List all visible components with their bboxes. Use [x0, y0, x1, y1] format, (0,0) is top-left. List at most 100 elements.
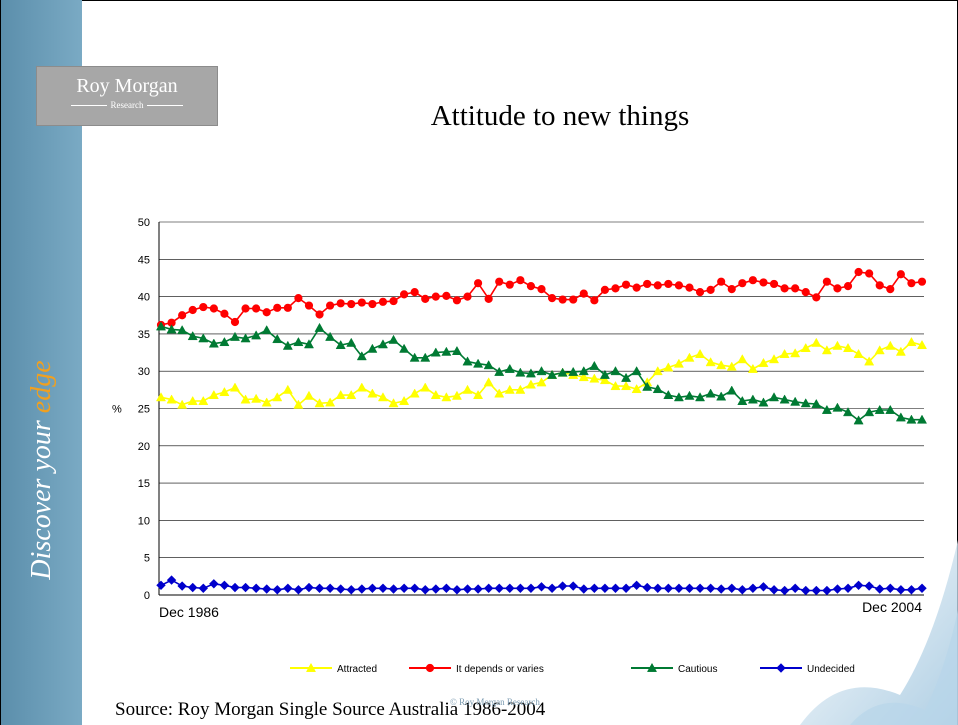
series-2-point	[377, 339, 388, 349]
logo-subtitle: Research	[37, 100, 217, 110]
series-3-point	[251, 583, 261, 593]
series-0-point	[430, 389, 441, 400]
series-1-point	[347, 299, 356, 309]
series-0-point	[229, 382, 241, 392]
series-0-point	[821, 345, 832, 355]
series-1-point	[399, 290, 409, 299]
series-3-point	[473, 584, 483, 594]
series-3-point	[156, 580, 166, 591]
series-2-point	[631, 366, 642, 376]
series-3-point	[663, 583, 674, 593]
series-0-point	[240, 394, 251, 404]
series-0-point	[599, 375, 610, 385]
series-1-point	[590, 296, 599, 305]
series-2-point	[208, 338, 219, 348]
series-3-point	[790, 583, 800, 593]
series-3-point	[779, 585, 790, 596]
series-3-point	[283, 583, 293, 593]
series-1-point	[495, 277, 504, 286]
series-1-point	[241, 304, 250, 313]
series-3-point	[843, 583, 853, 593]
series-1-point	[611, 284, 620, 293]
series-2-point	[198, 333, 209, 343]
series-3-point	[325, 583, 335, 593]
series-2-point	[399, 343, 410, 353]
series-0-point	[769, 354, 780, 364]
series-3-point	[441, 583, 452, 593]
series-2-point	[599, 369, 610, 379]
series-2-point	[673, 392, 684, 402]
series-0-point	[325, 397, 336, 407]
y-tick-label: 35	[138, 329, 150, 341]
series-1-point	[505, 280, 514, 289]
series-1-point	[220, 309, 229, 318]
series-2-point	[621, 372, 632, 382]
series-3-point	[219, 580, 230, 591]
series-1-point	[547, 293, 557, 303]
series-1-point	[748, 276, 757, 285]
series-2-point	[568, 366, 579, 376]
series-3-point	[853, 580, 864, 591]
series-2-point	[652, 383, 663, 394]
series-2-point	[325, 331, 336, 341]
sidebar-tagline: Discover your edge	[26, 360, 58, 579]
series-3-point	[906, 585, 917, 595]
series-0-point	[451, 390, 462, 400]
series-3-point	[409, 583, 420, 593]
series-0-point	[473, 389, 484, 400]
series-0-point	[800, 342, 811, 353]
slide-border-top	[0, 0, 958, 1]
series-3-point	[431, 584, 441, 594]
series-3-point	[335, 584, 346, 594]
series-1-point	[315, 310, 324, 319]
series-2-point	[229, 331, 241, 341]
y-tick-label: 30	[138, 366, 150, 378]
series-1-point	[632, 283, 641, 292]
series-3-point	[462, 584, 473, 594]
series-1-point	[294, 293, 303, 303]
series-2-point	[769, 392, 780, 402]
series-2-point	[821, 404, 832, 414]
series-3-point	[705, 583, 716, 593]
series-3-point	[631, 580, 642, 591]
series-3-point	[526, 583, 536, 593]
series-3-point	[769, 585, 779, 595]
series-1-point	[643, 279, 652, 289]
series-1-point	[738, 279, 747, 288]
series-0-point	[208, 389, 219, 400]
series-3-point	[483, 583, 494, 593]
series-1-point	[865, 269, 874, 278]
series-3-point	[695, 583, 705, 593]
series-1-point	[537, 285, 546, 294]
series-1-point	[431, 292, 440, 301]
series-3-point	[832, 584, 843, 594]
legend-label-3: Undecided	[807, 664, 855, 675]
series-0-point	[494, 388, 505, 398]
series-2-point	[187, 331, 198, 341]
series-2-point	[589, 360, 600, 370]
series-0-point	[652, 366, 663, 376]
series-0-point	[272, 392, 283, 402]
series-0-point	[166, 394, 177, 404]
series-3-point	[589, 583, 600, 593]
series-3-point	[209, 579, 219, 589]
series-3-point	[272, 585, 282, 595]
series-1-point	[336, 299, 345, 308]
series-0-point	[589, 373, 600, 383]
series-2-point	[885, 404, 896, 414]
series-2-point	[610, 366, 621, 376]
series-0-point	[747, 363, 758, 373]
series-0-point	[663, 362, 674, 372]
series-1-point	[199, 302, 208, 312]
y-tick-label: 5	[144, 553, 150, 565]
series-3-point	[568, 581, 578, 591]
series-1-point	[791, 284, 800, 293]
slide-border-left	[0, 0, 1, 725]
series-1-point	[304, 301, 314, 310]
series-2-point	[314, 322, 325, 332]
series-0-point	[314, 398, 325, 408]
series-1-point	[273, 303, 282, 312]
series-1-point	[727, 285, 736, 294]
series-1-point	[822, 277, 831, 286]
series-2-point	[451, 345, 462, 355]
